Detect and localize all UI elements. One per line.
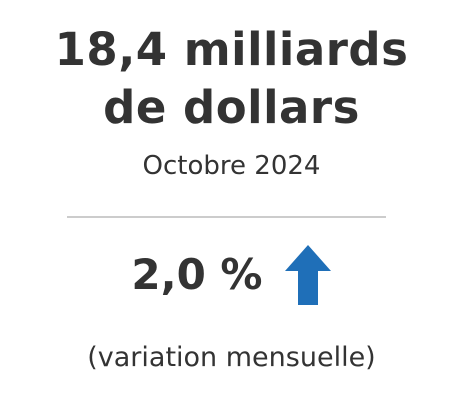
change-row: 2,0 % <box>0 244 463 314</box>
period-label: Octobre 2024 <box>142 151 321 181</box>
arrow-up-icon <box>284 245 331 305</box>
change-note: (variation mensuelle) <box>87 342 376 373</box>
change-value: 2,0 % <box>131 250 263 299</box>
headline-value-line2: de dollars <box>103 81 360 134</box>
divider <box>67 216 386 218</box>
arrow-up-shape <box>284 245 331 305</box>
headline-value-line1: 18,4 milliards <box>54 23 409 76</box>
